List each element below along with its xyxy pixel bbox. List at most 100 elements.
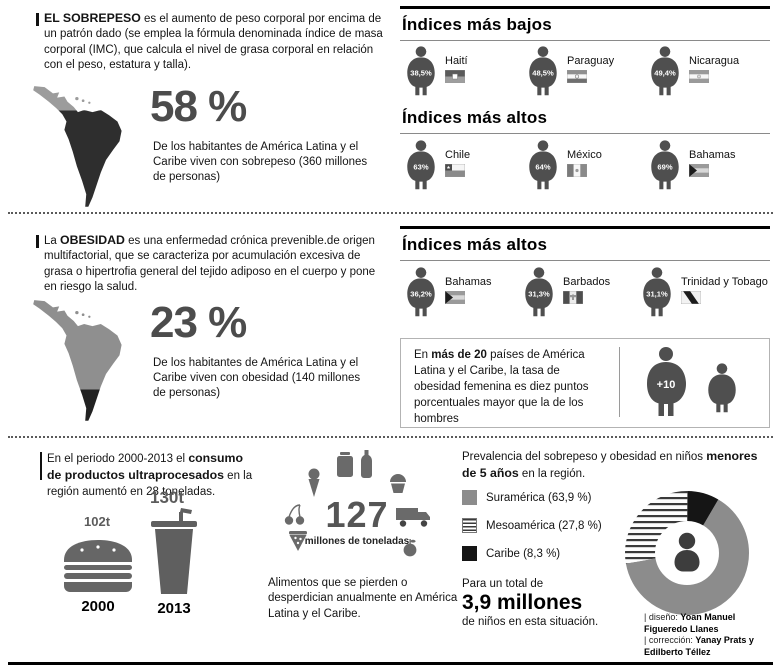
legend-item-mesoamerica: Mesoamérica (27,8 %) bbox=[462, 518, 612, 533]
cherries-icon bbox=[284, 504, 305, 525]
percent-label: 48,5% bbox=[532, 68, 554, 77]
credit-correction: | corrección: Yanay Prats y Edilberto Té… bbox=[644, 635, 770, 658]
waste-caption: Alimentos que se pierden o desperdician … bbox=[268, 577, 458, 620]
children-title-pre: Prevalencia del sobrepeso y obesidad en … bbox=[462, 451, 707, 463]
country-stat-haiti: 38,5% Haití bbox=[402, 46, 524, 99]
dotted-divider-2 bbox=[8, 436, 773, 438]
credit-correction-label: | corrección: bbox=[644, 635, 696, 646]
obesidad-stat: 23 % bbox=[150, 298, 247, 347]
plus-ten-badge: +10 bbox=[657, 379, 676, 391]
country-label: Bahamas bbox=[689, 149, 736, 161]
male-figure-icon bbox=[708, 363, 736, 413]
person-icon: 64% bbox=[529, 140, 557, 190]
sobrepeso-intro-rest: es el aumento de peso corporal por encim… bbox=[44, 13, 383, 71]
flag-chile-icon bbox=[444, 163, 466, 178]
country-label: Barbados bbox=[563, 276, 611, 288]
percent-label: 36,2% bbox=[410, 289, 432, 298]
women-obesity-note: En más de 20 países de América Latina y … bbox=[414, 347, 606, 427]
note-divider bbox=[619, 347, 620, 417]
apple-icon bbox=[403, 539, 417, 557]
flag-bahamas-icon bbox=[688, 163, 710, 178]
high-indices-underline-2 bbox=[400, 260, 770, 261]
country-label: México bbox=[567, 149, 602, 161]
flag-nicaragua-icon bbox=[688, 69, 710, 84]
note-pre: En bbox=[414, 349, 432, 361]
obesidad-intro-bold: OBESIDAD bbox=[60, 233, 125, 247]
low-indices-underline bbox=[400, 40, 770, 41]
high-indices-title-2: Índices más altos bbox=[402, 235, 548, 254]
country-label: Bahamas bbox=[445, 276, 492, 288]
women-obesity-note-box: En más de 20 países de América Latina y … bbox=[400, 338, 770, 428]
legend-item-suramerica: Suramérica (63,9 %) bbox=[462, 490, 612, 505]
sobrepeso-low-row: 38,5% Haití 48,5% Paraguay bbox=[402, 46, 768, 99]
cupcake-icon bbox=[390, 474, 406, 493]
sobrepeso-high-row: 63% Chile 64% México bbox=[402, 140, 768, 193]
percent-label: 69% bbox=[657, 162, 672, 171]
ultra-pre: En el periodo 2000-2013 el bbox=[47, 453, 189, 465]
sobrepeso-intro: EL SOBREPESO es el aumento de peso corpo… bbox=[44, 10, 386, 73]
note-bold: más de 20 bbox=[431, 349, 487, 361]
percent-label: 38,5% bbox=[410, 68, 432, 77]
flag-paraguay-icon bbox=[566, 69, 588, 84]
country-label: Paraguay bbox=[567, 55, 615, 67]
flag-barbados-icon bbox=[562, 290, 584, 305]
country-stat-barbados: 31,3% Barbados bbox=[520, 267, 638, 320]
legend-swatch-black bbox=[462, 546, 477, 561]
high-indices-title-1: Índices más altos bbox=[402, 108, 548, 127]
top-rule bbox=[400, 6, 770, 9]
mid-rule bbox=[400, 226, 770, 229]
legend-label: Mesoamérica (27,8 %) bbox=[486, 519, 602, 532]
tons-2000-label: 102t bbox=[84, 514, 111, 529]
truck-icon bbox=[396, 508, 430, 527]
person-icon: 36,2% bbox=[407, 267, 435, 317]
person-icon: 63% bbox=[407, 140, 435, 190]
percent-label: 64% bbox=[535, 162, 550, 171]
country-label: Trinidad y Tobago bbox=[681, 276, 768, 288]
flag-bahamas-icon bbox=[444, 290, 466, 305]
person-icon: 38,5% bbox=[407, 46, 435, 96]
total-big: 3,9 millones bbox=[462, 591, 583, 614]
country-label: Haití bbox=[445, 55, 468, 67]
donut-seg-suramerica bbox=[625, 491, 749, 615]
note-rest: países de América Latina y el Caribe, la… bbox=[414, 349, 589, 426]
bottle-icon bbox=[361, 450, 372, 478]
children-title-post: en la región. bbox=[518, 468, 586, 481]
country-stat-bahamas-sobrepeso: 69% Bahamas bbox=[646, 140, 768, 193]
credits: | diseño: Yoan Manuel Figueredo Llanes |… bbox=[644, 612, 770, 659]
waste-unit: millones de toneladas bbox=[304, 536, 410, 547]
latin-america-map-obesidad bbox=[33, 300, 122, 421]
obesidad-intro-rest: es una enfermedad crónica prevenible.de … bbox=[44, 235, 376, 293]
children-title-bold: menores de 5 años bbox=[462, 449, 758, 481]
soda-cup-icon bbox=[151, 508, 197, 594]
person-icon: 49,4% bbox=[651, 46, 679, 96]
country-stat-chile: 63% Chile bbox=[402, 140, 524, 193]
percent-label: 31,1% bbox=[646, 289, 668, 298]
total-pre: Para un total de bbox=[462, 578, 544, 590]
country-stat-trinidad: 31,1% Trinidad y Tobago bbox=[638, 267, 772, 320]
donut-seg-mesoamerica bbox=[625, 491, 749, 615]
lead-tick-3 bbox=[40, 452, 42, 480]
flag-haiti-icon bbox=[444, 69, 466, 84]
children-legend: Suramérica (63,9 %) Mesoamérica (27,8 %)… bbox=[462, 490, 612, 574]
ultra-post: en la región aumentó en 28 toneladas. bbox=[47, 470, 253, 498]
percent-label: 63% bbox=[413, 162, 428, 171]
children-title: Prevalencia del sobrepeso y obesidad en … bbox=[462, 448, 764, 483]
sobrepeso-stat-caption: De los habitantes de América Latina y el… bbox=[153, 141, 368, 184]
lead-tick-1 bbox=[36, 13, 39, 26]
year-2013-label: 2013 bbox=[157, 600, 191, 617]
legend-label: Caribe (8,3 %) bbox=[486, 547, 561, 560]
legend-swatch-striped bbox=[462, 518, 477, 533]
bottom-rule bbox=[8, 662, 773, 665]
ultra-bold: consumo de productos ultraprocesados bbox=[47, 451, 243, 483]
obesidad-stat-caption: De los habitantes de América Latina y el… bbox=[153, 357, 361, 400]
person-icon: 31,3% bbox=[525, 267, 553, 317]
year-2000-label: 2000 bbox=[81, 598, 115, 615]
latin-america-map-sobrepeso bbox=[33, 86, 122, 207]
high-indices-underline-1 bbox=[400, 133, 770, 134]
children-donut-chart bbox=[625, 491, 749, 615]
legend-label: Suramérica (63,9 %) bbox=[486, 491, 592, 504]
country-label: Chile bbox=[445, 149, 471, 161]
ice-cream-icon bbox=[308, 468, 320, 497]
country-stat-mexico: 64% México bbox=[524, 140, 646, 193]
